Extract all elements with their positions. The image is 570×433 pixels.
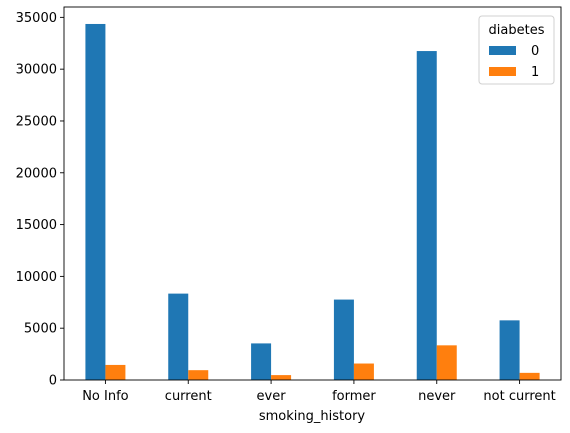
axes-frame (63, 6, 562, 381)
y-tick-label-25000: 25000 (16, 114, 57, 129)
y-tick-label-10000: 10000 (16, 270, 57, 285)
x-tick-label-never: never (418, 389, 456, 404)
bar-series-0-former (333, 299, 354, 380)
x-tick-label-former: former (332, 389, 376, 404)
y-tick-label-15000: 15000 (16, 218, 57, 233)
bar-series-1-no-info (105, 364, 126, 380)
x-tick-label-no-info: No Info (82, 389, 128, 404)
y-tick-label-35000: 35000 (16, 11, 57, 26)
y-tick-label-0: 0 (49, 374, 57, 389)
bar-series-0-never (416, 51, 437, 380)
legend-title: diabetes (489, 23, 545, 38)
bar-series-0-no-info (85, 23, 106, 381)
x-tick-label-ever: ever (257, 389, 287, 404)
bar-series-1-current (188, 370, 209, 380)
bar-series-0-current (168, 293, 189, 380)
plot-area: 0 5000 10000 15000 20000 25000 30000 35000 No In… (16, 6, 562, 404)
x-tick-label-not-current: not current (483, 389, 555, 404)
legend-swatch-1 (489, 67, 516, 76)
bar-series-1-not-current (519, 372, 540, 380)
bar-series-1-former (353, 363, 374, 380)
bar-series-1-ever (271, 375, 292, 380)
y-tick-label-5000: 5000 (24, 322, 57, 337)
bar-series-0-not-current (499, 320, 520, 380)
x-axis-title: smoking_history (259, 409, 366, 424)
legend-label-0: 0 (531, 44, 539, 59)
legend-label-1: 1 (531, 65, 539, 80)
bar-series-1-never (436, 345, 457, 380)
legend-swatch-0 (489, 46, 516, 55)
x-tick-label-current: current (165, 389, 212, 404)
bar-series-0-ever (251, 343, 272, 380)
y-tick-label-20000: 20000 (16, 166, 57, 181)
y-tick-label-30000: 30000 (16, 63, 57, 78)
